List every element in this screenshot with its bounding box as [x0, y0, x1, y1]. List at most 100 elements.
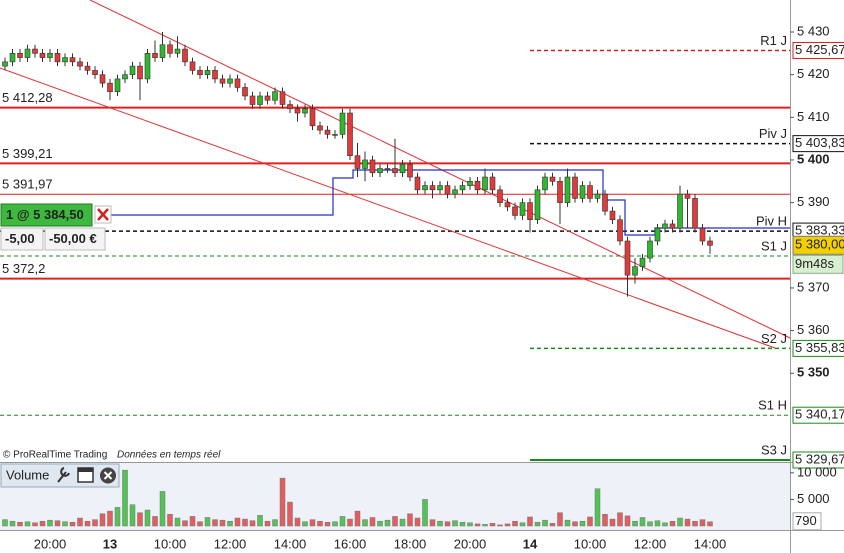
candle-body	[377, 168, 383, 174]
candle-body	[347, 112, 353, 157]
volume-bar	[654, 520, 661, 527]
position-points: -5,00	[5, 231, 35, 246]
candle-body	[474, 181, 481, 191]
candle-body	[17, 53, 23, 58]
x-tick-label: 20:00	[34, 536, 67, 551]
level-value-label: 5 340,17	[795, 407, 844, 422]
x-tick-label: 20:00	[454, 536, 487, 551]
candle-body	[39, 53, 46, 58]
volume-bar	[579, 520, 586, 527]
level-label-box	[792, 339, 844, 357]
volume-bar	[669, 520, 676, 527]
candle-body	[249, 95, 256, 105]
candle-body	[557, 181, 563, 203]
x-tick-label: 16:00	[334, 536, 367, 551]
volume-bar	[617, 512, 623, 527]
volume-bar	[287, 501, 293, 527]
level-name: S1 J	[761, 238, 787, 253]
y-tick-label: 5 350	[797, 365, 830, 380]
volume-bar	[377, 520, 383, 527]
candle-body	[662, 223, 668, 229]
x-tick-label: 14	[523, 536, 538, 551]
y-tick-label: 5 430	[797, 23, 830, 38]
level-name: R1 J	[760, 33, 787, 48]
candle-body	[212, 70, 218, 80]
candle-body	[324, 129, 331, 135]
volume-bar	[84, 520, 91, 527]
candle-body	[527, 202, 533, 220]
candle-body	[422, 185, 428, 191]
candle-body	[114, 78, 121, 93]
candle-body	[47, 53, 53, 58]
position-badge[interactable]	[0, 203, 93, 227]
candle-body	[639, 257, 646, 267]
volume-bar	[707, 521, 713, 527]
candle-body	[129, 65, 136, 75]
volume-bar	[62, 521, 68, 527]
level-label-box	[792, 451, 844, 469]
x-tick-label: 14:00	[694, 536, 727, 551]
volume-bar	[467, 522, 473, 527]
x-tick-label: 10:00	[154, 536, 187, 551]
candle-body	[242, 87, 248, 97]
volume-bar	[9, 520, 16, 527]
volume-bar	[317, 520, 323, 527]
volume-bar	[2, 519, 8, 527]
candle-body	[414, 176, 421, 191]
volume-bar	[279, 477, 286, 527]
position-box[interactable]: 1 @ 5 384,50 -5,00 -50,00 €	[0, 203, 112, 251]
y-tick-label: 5 360	[797, 322, 830, 337]
volume-bar	[452, 520, 458, 527]
candle-body	[62, 57, 68, 63]
candle-body	[407, 163, 413, 178]
candle-body	[227, 78, 233, 84]
volume-bar	[437, 520, 443, 527]
candle-body	[24, 48, 31, 58]
candle-body	[437, 185, 443, 191]
candle-body	[587, 185, 593, 199]
volume-bar	[152, 516, 158, 527]
candle-body	[77, 61, 83, 67]
last-price-box	[792, 235, 844, 255]
level-value-label: 5 355,83	[795, 340, 844, 355]
candle-body	[684, 193, 691, 199]
candle-body	[369, 159, 376, 174]
volume-bar	[264, 520, 271, 527]
y-tick-label: 5 390	[797, 194, 830, 209]
level-label-box	[792, 135, 844, 153]
candle-body	[362, 159, 368, 169]
candle-body	[69, 57, 76, 63]
volume-bar	[602, 514, 608, 527]
volume-bar	[572, 521, 578, 527]
settings-icon[interactable]	[57, 467, 70, 483]
candle-body	[137, 65, 143, 80]
last-price-label: 5 380,00	[795, 237, 844, 252]
candle-body	[512, 206, 518, 216]
volume-bar	[189, 516, 196, 527]
candle-body	[579, 185, 586, 199]
level-value-label: 5 329,67	[795, 451, 844, 466]
volume-bar	[167, 514, 173, 527]
candle-body	[317, 125, 323, 131]
volume-bar	[429, 519, 436, 527]
candle-body	[699, 227, 706, 242]
volume-bar	[339, 516, 346, 527]
volume-bar	[182, 520, 188, 527]
volume-bar	[534, 522, 541, 527]
volume-bar	[219, 519, 226, 527]
candle-body	[549, 176, 556, 182]
close-icon	[97, 208, 109, 221]
volume-bar	[197, 521, 203, 527]
candle-body	[9, 53, 16, 63]
x-tick-label: 12:00	[214, 536, 247, 551]
candle-body	[294, 108, 301, 114]
volume-bar	[624, 515, 631, 527]
candle-body	[452, 189, 458, 195]
volume-bar	[677, 517, 683, 527]
candle-body	[182, 48, 188, 63]
volume-bar	[302, 521, 308, 527]
candle-body	[647, 240, 653, 259]
volume-bar	[17, 522, 23, 527]
y-tick-label: 5 420	[797, 66, 830, 81]
